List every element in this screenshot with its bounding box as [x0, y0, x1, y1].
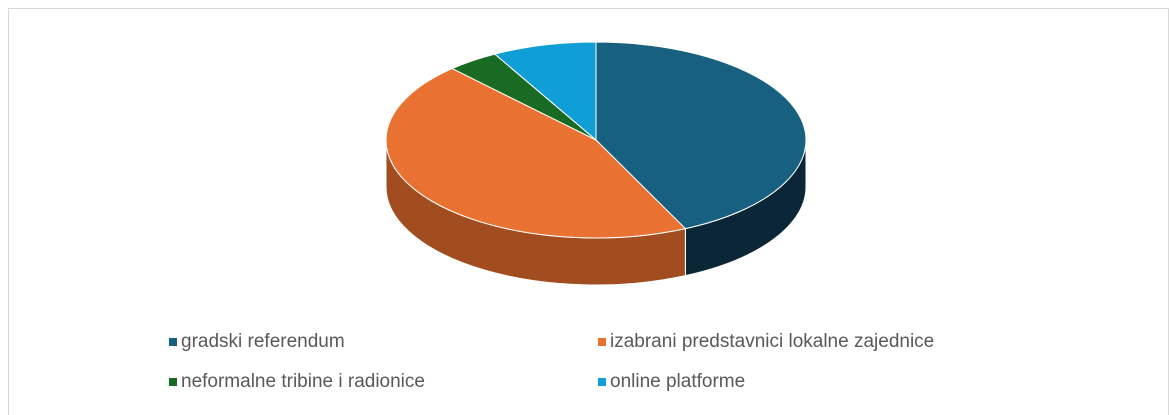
legend-label: gradski referendum: [181, 331, 345, 352]
legend-label: izabrani predstavnici lokalne zajednice: [610, 331, 934, 352]
legend-swatch: [169, 338, 177, 346]
legend-swatch: [598, 338, 606, 346]
slice: [493, 41, 597, 142]
legend-label: online platforme: [610, 371, 745, 392]
legend-label: neformalne tribine i radionice: [181, 371, 425, 392]
legend-swatch: [169, 378, 177, 386]
slice: [385, 68, 687, 239]
legend-swatch: [598, 378, 606, 386]
pie: [385, 41, 807, 286]
slice: [595, 41, 807, 230]
legend: gradski referendum izabrani predstavnici …: [169, 331, 934, 392]
